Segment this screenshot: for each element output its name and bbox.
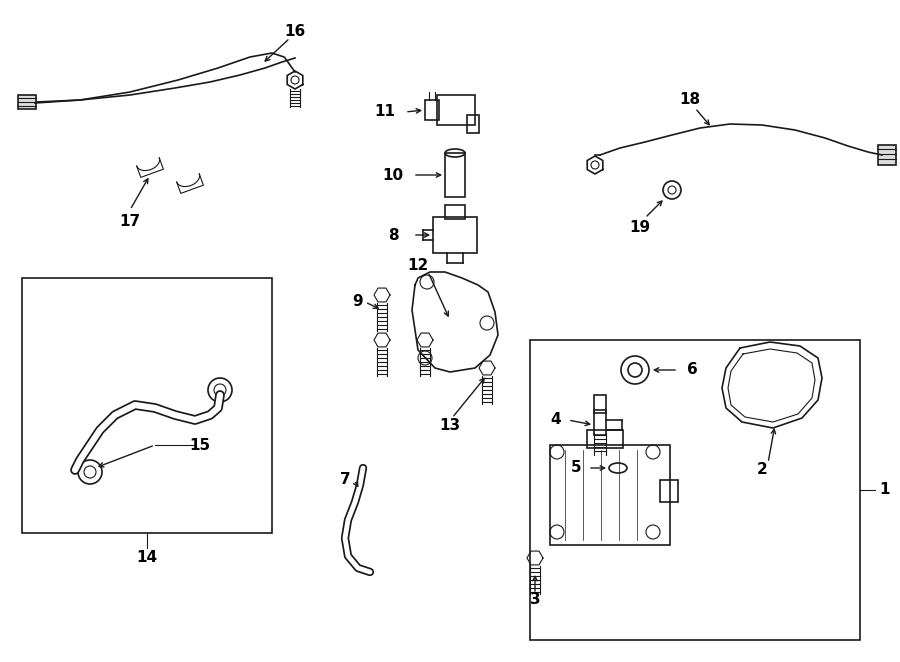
Bar [550, 445, 670, 545]
Text: 1: 1 [880, 483, 890, 498]
Text: 16: 16 [284, 24, 306, 40]
Bar [594, 395, 606, 413]
Text: 13: 13 [439, 418, 461, 432]
Text: 15: 15 [189, 438, 211, 453]
Text: 10: 10 [382, 167, 403, 183]
Text: 2: 2 [757, 463, 768, 477]
Text: 6: 6 [687, 363, 698, 377]
Bar [437, 95, 475, 125]
Bar [660, 480, 678, 502]
Bar [18, 95, 36, 109]
Bar [594, 410, 606, 435]
Bar [425, 100, 439, 120]
Text: 14: 14 [137, 551, 157, 565]
Text: 4: 4 [551, 412, 562, 428]
Text: 11: 11 [374, 105, 395, 120]
Bar [445, 153, 465, 197]
Bar [467, 115, 479, 133]
Text: 18: 18 [680, 93, 700, 107]
Text: 12: 12 [408, 258, 428, 273]
Text: 7: 7 [339, 473, 350, 487]
Bar [445, 205, 465, 219]
Text: 3: 3 [530, 592, 540, 608]
Bar [878, 145, 896, 165]
Text: 17: 17 [120, 214, 140, 230]
Bar [587, 430, 623, 448]
Text: 19: 19 [629, 220, 651, 236]
Text: 9: 9 [353, 295, 364, 310]
Text: 5: 5 [571, 461, 581, 475]
Bar [530, 340, 860, 640]
Text: 8: 8 [388, 228, 399, 242]
Bar [22, 278, 272, 533]
Bar [433, 217, 477, 253]
